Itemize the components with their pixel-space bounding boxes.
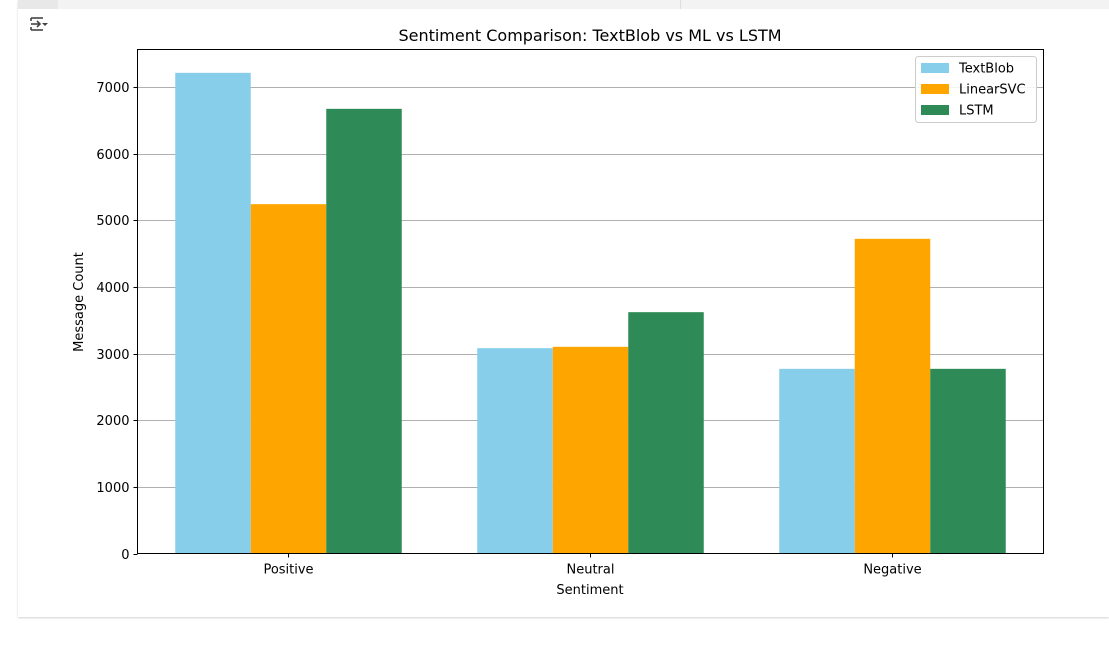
x-axis-ticks: Positive Neutral Negative: [263, 553, 922, 578]
y-tick-label: 7000: [96, 81, 129, 96]
bars: [175, 72, 1006, 554]
y-tick-label: 0: [121, 548, 129, 563]
output-settings-icon: [30, 17, 48, 31]
bar-textblob-neutral: [477, 348, 553, 554]
bar-lstm-negative: [930, 368, 1006, 554]
bar-lstm-neutral: [628, 312, 704, 554]
legend-swatch-textblob: [921, 63, 949, 73]
legend-label-textblob: TextBlob: [958, 62, 1014, 77]
y-tick-label: 2000: [96, 414, 129, 429]
legend-entries: TextBlob LinearSVC LSTM: [921, 62, 1026, 119]
bar-linearsvc-negative: [854, 238, 931, 554]
x-tick-label: Negative: [863, 563, 921, 578]
output-settings-button[interactable]: [26, 12, 52, 38]
y-tick-label: 4000: [96, 281, 129, 296]
y-tick-label: 6000: [96, 148, 129, 163]
bar-lstm-positive: [326, 108, 402, 554]
y-axis-ticks: 0 1000 2000 3000 4000 5000 6000 7000: [96, 81, 138, 563]
legend-label-lstm: LSTM: [959, 104, 994, 119]
legend-label-linearsvc: LinearSVC: [959, 83, 1026, 98]
legend-swatch-lstm: [921, 105, 949, 115]
cell-top-divider: [680, 0, 681, 9]
chart-title: Sentiment Comparison: TextBlob vs ML vs …: [398, 26, 781, 45]
y-tick-label: 1000: [96, 481, 129, 496]
cell-gutter-tab: [18, 0, 58, 9]
x-tick-label: Positive: [263, 563, 313, 578]
y-axis-label: Message Count: [72, 252, 87, 352]
y-tick-label: 3000: [96, 348, 129, 363]
bar-textblob-negative: [779, 368, 855, 554]
bar-textblob-positive: [175, 72, 251, 554]
legend-swatch-linearsvc: [921, 84, 949, 94]
bar-linearsvc-positive: [250, 204, 327, 554]
bar-linearsvc-neutral: [552, 346, 629, 554]
x-axis-label: Sentiment: [556, 583, 623, 598]
cell-top-bar: [58, 0, 1109, 9]
x-tick-label: Neutral: [567, 563, 615, 578]
y-tick-label: 5000: [96, 214, 129, 229]
legend: TextBlob LinearSVC LSTM: [915, 56, 1037, 123]
